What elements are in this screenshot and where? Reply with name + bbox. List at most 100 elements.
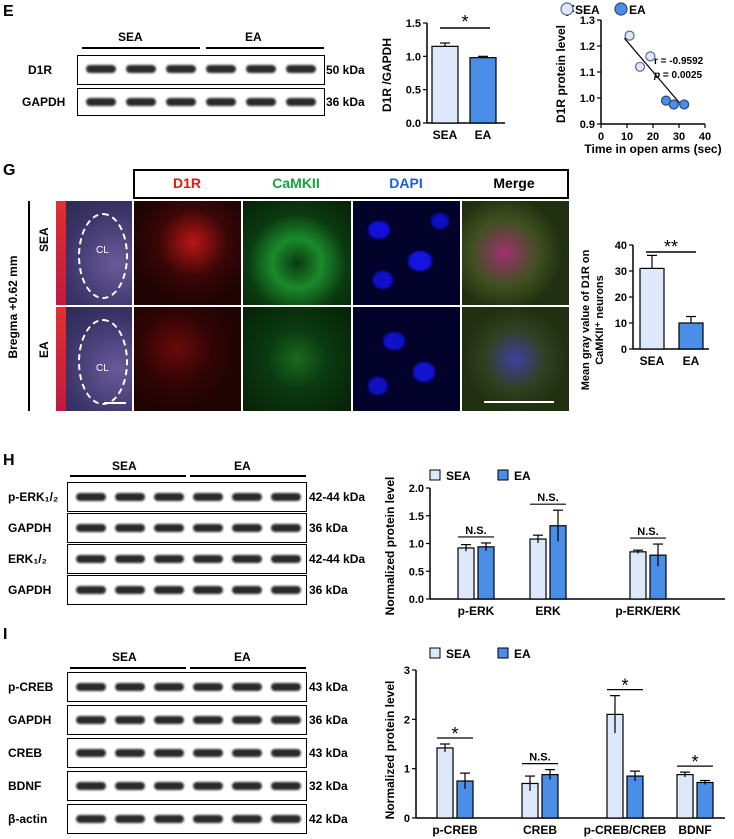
e-band	[206, 65, 236, 73]
e-kda-d1r: 50 kDa	[326, 63, 365, 77]
e-band	[286, 98, 316, 106]
i-row-kda: 43 kDa	[309, 680, 348, 694]
i-band	[271, 782, 301, 790]
i-band	[76, 716, 106, 724]
h-band	[154, 524, 184, 532]
g-overview-ea-edge	[56, 307, 66, 411]
i-bar-sea	[676, 773, 694, 819]
f-ytick-label: 1.0	[580, 93, 595, 105]
e-row-gapdh: GAPDH	[22, 95, 66, 109]
i-bar-chart: SEA EA Normalized protein level 0 1 2 3 * N.…	[383, 647, 725, 837]
i-bar-ea	[696, 781, 714, 819]
h-band	[154, 555, 184, 563]
g-overview-ea-region-outline	[78, 319, 128, 405]
f-fit-line	[623, 37, 685, 109]
g-sea-dapi-image	[353, 201, 460, 305]
i-row-kda: 32 kDa	[309, 779, 348, 793]
e-band	[86, 98, 116, 106]
h-row-kda: 36 kDa	[309, 583, 348, 597]
e-band	[86, 65, 116, 73]
g-sea-merge-image	[462, 201, 569, 305]
f-ytick-label: 1.1	[580, 67, 595, 79]
f-xtick-label: 20	[647, 131, 659, 143]
f-xtick-label: 10	[621, 131, 633, 143]
g-ytick-label: 20	[615, 292, 627, 304]
i-row-name: p-CREB	[8, 680, 54, 694]
i-cat-label: p-CREB	[432, 823, 478, 837]
i-band	[115, 815, 145, 823]
g-ea-camkii-image	[243, 307, 351, 411]
h-band	[271, 586, 301, 594]
h-band	[193, 586, 223, 594]
h-sig-label: N.S.	[537, 492, 558, 504]
h-bar-sea	[457, 547, 475, 600]
h-band	[232, 524, 262, 532]
f-legend-ea-swatch	[614, 2, 628, 16]
f-scatter-chart: SEA EA D1R protein level 0.9 1.0 1.1 1.2 1.3…	[555, 2, 722, 156]
e-row-d1r: D1R	[28, 63, 53, 77]
g-overview-scale-bar	[104, 402, 126, 404]
g-sea-dapi-nucleus	[408, 251, 432, 271]
i-ytick-label: 1	[404, 764, 410, 776]
g-ytick-label: 10	[615, 318, 627, 330]
e-band	[126, 98, 156, 106]
g-ylabel-line2: CaMKII⁺ neurons	[594, 275, 606, 365]
i-band	[115, 749, 145, 757]
f-xlabel: Time in open arms (sec)	[584, 142, 721, 156]
e-band	[246, 65, 276, 73]
g-header-merge: Merge	[493, 175, 535, 191]
f-stat-p: p = 0.0025	[653, 70, 703, 81]
i-band	[76, 815, 106, 823]
f-xtick-label: 30	[673, 131, 685, 143]
g-sea-dapi-nucleus	[368, 221, 390, 239]
i-sig-label: *	[451, 724, 458, 744]
f-point-sea	[624, 30, 635, 41]
i-band	[115, 716, 145, 724]
h-band	[232, 555, 262, 563]
g-bar-chart: Mean gray value of D1R on CaMKII⁺ neuron…	[580, 237, 709, 390]
e-ytick-label: 0.0	[406, 118, 421, 130]
g-overview-sea-region-outline	[78, 213, 128, 299]
i-sig-label: *	[621, 676, 628, 696]
i-band	[193, 683, 223, 691]
h-bar-chart: SEA EA Normalized protein level 0.0 0.5 1.…	[383, 469, 725, 618]
g-ytick-label: 40	[615, 240, 627, 252]
i-row-kda: 43 kDa	[309, 746, 348, 760]
e-band	[246, 98, 276, 106]
e-ylabel: D1R /GAPDH	[380, 38, 394, 112]
i-cat-label: p-CREB/CREB	[584, 823, 667, 837]
i-band	[232, 782, 262, 790]
g-ytick-label: 30	[615, 266, 627, 278]
h-band	[76, 524, 106, 532]
i-bar-ea	[541, 773, 559, 819]
i-band	[154, 782, 184, 790]
h-legend-sea-swatch	[429, 469, 441, 481]
i-sig-label: N.S.	[529, 752, 550, 764]
g-overview-sea-region-label: CL	[96, 245, 109, 256]
h-blot	[67, 513, 307, 543]
f-ytick-label: 0.9	[580, 119, 595, 131]
h-band	[115, 555, 145, 563]
g-row-label-ea: EA	[37, 341, 51, 358]
h-ytick-label: 1.5	[409, 511, 424, 523]
h-blot	[67, 482, 307, 512]
i-band	[154, 683, 184, 691]
i-band	[271, 749, 301, 757]
h-cat-label: p-ERK/ERK	[615, 604, 681, 618]
i-cat-label: BDNF	[678, 823, 711, 837]
f-point-sea	[634, 61, 646, 72]
g-header-dapi: DAPI	[389, 175, 423, 191]
i-row-name: CREB	[8, 746, 43, 760]
f-ylabel: D1R protein level	[555, 25, 568, 123]
e-sea-line	[82, 47, 200, 49]
h-band	[232, 586, 262, 594]
h-group-ea: EA	[234, 459, 251, 473]
h-band	[76, 586, 106, 594]
g-bar	[678, 322, 704, 350]
i-row-kda: 42 kDa	[309, 812, 348, 826]
h-band	[232, 493, 262, 501]
g-ea-merge-image	[462, 307, 569, 411]
panel-label-i: I	[3, 626, 8, 643]
i-sea-line	[70, 667, 186, 669]
i-ytick-label: 3	[404, 665, 410, 677]
